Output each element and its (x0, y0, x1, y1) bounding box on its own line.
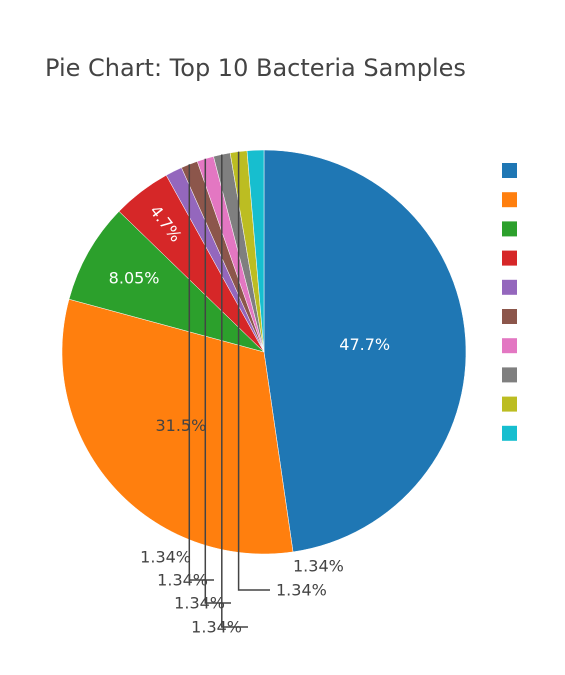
legend-swatch-8[interactable] (502, 367, 517, 383)
pie-slice-2[interactable] (61, 298, 294, 555)
legend-swatch-9[interactable] (502, 396, 517, 412)
legend-swatch-6[interactable] (502, 309, 517, 324)
legend-swatch-7[interactable] (502, 338, 517, 354)
pie-slice-3[interactable] (68, 210, 265, 353)
slice-label-5: 1.34% (140, 548, 191, 567)
legend-swatch-3[interactable] (502, 221, 517, 237)
slice-label-1: 47.7% (339, 335, 390, 354)
chart-title: Pie Chart: Top 10 Bacteria Samples (45, 54, 466, 82)
label-connectors (188, 151, 270, 628)
slice-label-7: 1.34% (174, 594, 225, 613)
slice-label-10: 1.34% (293, 557, 344, 576)
legend (502, 163, 517, 441)
pie-slices (61, 149, 467, 555)
slice-label-3: 8.05% (109, 269, 160, 288)
pie-slice-10[interactable] (246, 149, 265, 353)
legend-swatch-5[interactable] (502, 279, 517, 295)
label-connector-8 (221, 154, 248, 628)
slice-labels: 47.7%31.5%8.05%4.7%1.34%1.34%1.34%1.34%1… (109, 202, 390, 637)
legend-swatch-2[interactable] (502, 192, 517, 208)
label-connector-9 (237, 151, 270, 591)
slice-label-6: 1.34% (157, 571, 208, 590)
slice-label-8: 1.34% (191, 618, 242, 637)
legend-swatch-1[interactable] (502, 163, 517, 178)
slice-label-9: 1.34% (276, 581, 327, 600)
legend-swatch-10[interactable] (502, 425, 517, 441)
pie-slice-1[interactable] (263, 149, 467, 553)
slice-label-2: 31.5% (155, 416, 206, 435)
legend-swatch-4[interactable] (502, 250, 517, 266)
